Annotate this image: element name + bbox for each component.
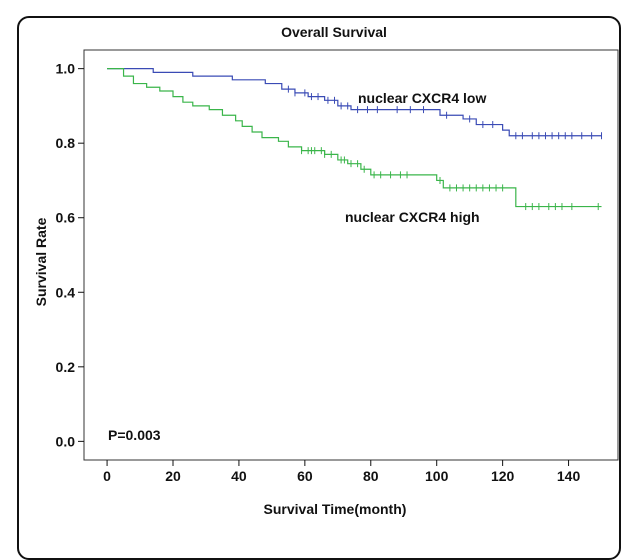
series-label: nuclear CXCR4 high	[345, 209, 480, 225]
series-label: nuclear CXCR4 low	[358, 90, 486, 106]
chart-frame	[17, 16, 621, 560]
y-tick-label: 0.0	[56, 433, 76, 449]
y-tick-label: 0.8	[56, 135, 76, 151]
y-tick-label: 0.2	[56, 359, 76, 375]
x-tick-label: 20	[165, 468, 181, 484]
chart-title: Overall Survival	[281, 24, 387, 40]
x-tick-label: 120	[491, 468, 515, 484]
y-tick-label: 0.6	[56, 210, 76, 226]
y-tick-label: 0.4	[56, 284, 76, 300]
plot-area-border	[83, 49, 619, 461]
x-tick-label: 80	[363, 468, 379, 484]
x-tick-label: 0	[103, 468, 111, 484]
x-tick-label: 60	[297, 468, 313, 484]
survival-curve	[107, 68, 602, 208]
survival-curve	[107, 68, 602, 137]
x-tick-label: 40	[231, 468, 247, 484]
series-layer: nuclear CXCR4 low nuclear CXCR4 high	[107, 68, 603, 225]
x-axis-label: Survival Time(month)	[264, 501, 407, 517]
survival-chart: Overall Survival 0 20 40 60 80 100 120 140 0.0 0.…	[33, 24, 619, 517]
series-cxcr4-low: nuclear CXCR4 low	[107, 68, 603, 140]
y-tick-label: 1.0	[56, 61, 76, 77]
p-value-annotation: P=0.003	[108, 427, 161, 443]
x-tick-label: 140	[557, 468, 581, 484]
axes: 0 20 40 60 80 100 120 140 0.0 0.2 0.4 0.6 0.8 1.0	[56, 61, 581, 484]
y-axis-label: Survival Rate	[33, 217, 49, 306]
x-tick-label: 100	[425, 468, 449, 484]
series-cxcr4-high: nuclear CXCR4 high	[107, 68, 602, 225]
